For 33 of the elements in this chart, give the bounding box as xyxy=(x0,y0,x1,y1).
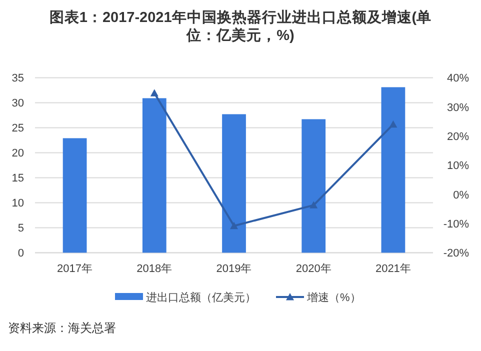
x-tick-label: 2017年 xyxy=(57,263,93,275)
x-tick-label: 2018年 xyxy=(136,263,172,275)
y-tick-label: 0 xyxy=(18,248,24,260)
x-tick-label: 2021年 xyxy=(375,263,411,275)
y-tick-label: 15 xyxy=(12,172,24,185)
bar xyxy=(62,138,87,253)
y-tick-label: 5 xyxy=(18,222,24,235)
y-tick-label: 25 xyxy=(12,122,24,135)
x-tick-label: 2019年 xyxy=(216,263,252,275)
y-tick-label: 30 xyxy=(12,98,24,110)
point xyxy=(150,89,158,96)
text: 资料来源：海关总署 xyxy=(8,321,116,335)
bar xyxy=(302,119,326,253)
y2-tick-label: -20% xyxy=(443,248,470,260)
y2-tick-label: -10% xyxy=(443,218,470,231)
y2-tick-label: 20% xyxy=(446,131,470,144)
point xyxy=(310,201,318,208)
title: 图表1：2017-2021年中国换热器行业进出口总额及增速(单位：亿美元，%) xyxy=(49,10,432,44)
point xyxy=(389,120,398,128)
y-tick-label: 35 xyxy=(12,72,24,85)
y2-tick-label: 30% xyxy=(446,102,470,114)
x-tick-label: 2020年 xyxy=(296,263,332,275)
bar xyxy=(222,114,246,253)
legend-label: 进出口总额（亿美元） xyxy=(146,291,256,304)
bar xyxy=(381,87,406,253)
bar xyxy=(142,98,166,253)
point xyxy=(230,222,238,230)
y2-tick-label: 10% xyxy=(446,160,470,172)
legend-label: 增速（%） xyxy=(306,291,361,304)
y-tick-label: 20 xyxy=(12,148,24,160)
y-tick-label: 10 xyxy=(12,198,24,210)
y2-tick-label: 40% xyxy=(446,72,470,85)
y2-tick-label: 0% xyxy=(453,189,470,202)
